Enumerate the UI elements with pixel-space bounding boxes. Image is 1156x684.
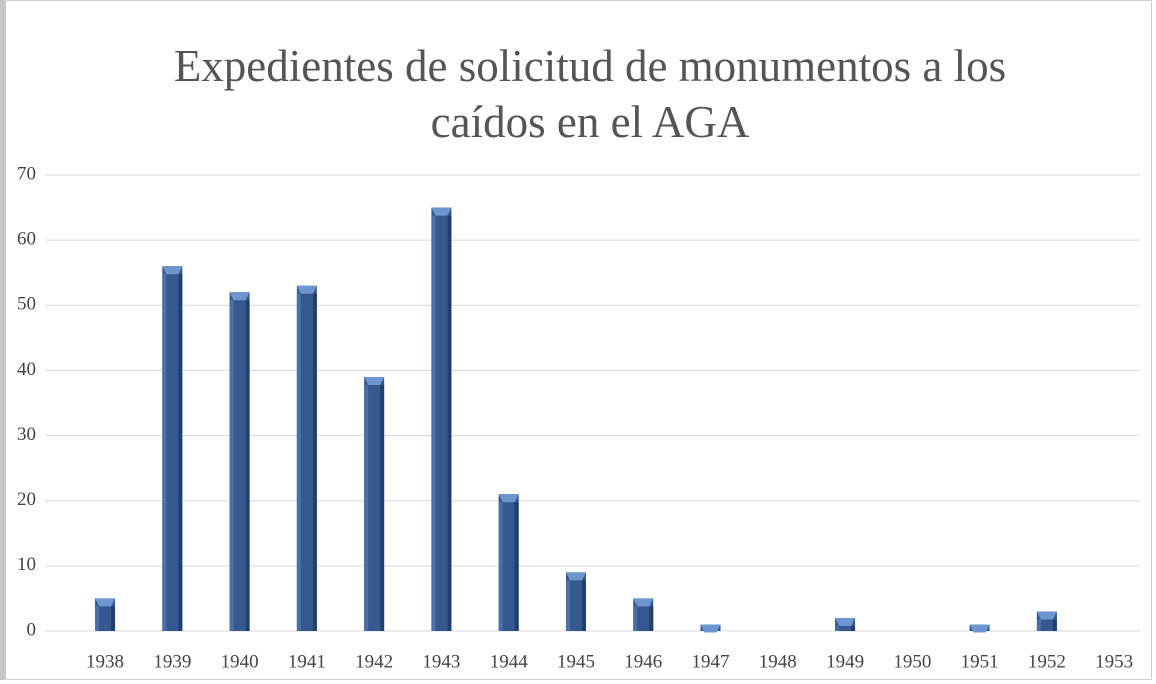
bar-bevel-left xyxy=(565,580,570,631)
x-tick-label: 1942 xyxy=(355,651,393,672)
x-tick-label: 1946 xyxy=(624,651,662,672)
bar-bevel-left xyxy=(162,274,167,631)
bar-bevel-left xyxy=(431,215,436,632)
bar-bevel-left xyxy=(498,502,503,631)
y-tick-label: 70 xyxy=(17,163,36,184)
x-tick-label: 1952 xyxy=(1028,651,1066,672)
bar-bevel-left xyxy=(229,300,234,631)
bar-bevel-top xyxy=(700,624,721,633)
x-tick-label: 1943 xyxy=(422,651,460,672)
bar-bevel-right xyxy=(245,300,250,631)
bar xyxy=(162,266,183,631)
x-tick-label: 1939 xyxy=(153,651,191,672)
bar-bevel-top xyxy=(969,624,990,633)
x-tick-label: 1951 xyxy=(961,651,999,672)
bar xyxy=(633,598,654,631)
x-tick-label: 1945 xyxy=(557,651,595,672)
bar xyxy=(229,292,250,631)
bar-bevel-right xyxy=(649,606,654,631)
x-tick-label: 1940 xyxy=(221,651,259,672)
bar-bevel-left xyxy=(1036,619,1041,631)
x-tick-label: 1947 xyxy=(692,651,730,672)
bar xyxy=(565,572,586,631)
bar-bevel-top xyxy=(296,285,317,294)
bar-bevel-top xyxy=(229,292,250,301)
bar-bevel-left xyxy=(633,606,638,631)
bar-bevel-right xyxy=(1052,619,1057,631)
bar-bevel-top xyxy=(364,376,385,385)
x-tick-label: 1949 xyxy=(826,651,864,672)
bar-bevel-right xyxy=(312,293,317,631)
bar-bevel-top xyxy=(633,598,654,607)
y-tick-label: 60 xyxy=(17,229,36,250)
bar-bevel-left xyxy=(95,606,100,631)
x-tick-label: 1948 xyxy=(759,651,797,672)
y-tick-label: 10 xyxy=(17,554,36,575)
bar-bevel-right xyxy=(380,384,385,631)
bar-bevel-right xyxy=(514,502,519,631)
bar xyxy=(364,376,385,631)
x-tick-label: 1944 xyxy=(490,651,529,672)
x-tick-label: 1938 xyxy=(86,651,124,672)
bar-bevel-top xyxy=(835,617,856,626)
bar-bevel-top xyxy=(498,494,519,503)
bar-bevel-right xyxy=(447,215,452,632)
bar-bevel-left xyxy=(364,384,369,631)
x-tick-label: 1953 xyxy=(1095,651,1133,672)
bar-bevel-left xyxy=(296,293,301,631)
bar xyxy=(296,285,317,631)
bar xyxy=(431,207,452,632)
bar-bevel-top xyxy=(565,572,586,581)
bar-bevel-top xyxy=(162,266,183,275)
bar-bevel-top xyxy=(1036,611,1057,620)
y-tick-label: 50 xyxy=(17,294,36,315)
bar-bevel-right xyxy=(581,580,586,631)
bar-bevel-right xyxy=(111,606,116,631)
x-tick-label: 1950 xyxy=(893,651,931,672)
bar-bevel-right xyxy=(178,274,183,631)
bar xyxy=(95,598,116,631)
bar xyxy=(498,494,519,631)
x-tick-label: 1941 xyxy=(288,651,326,672)
bar-bevel-top xyxy=(95,598,116,607)
bar-bevel-right xyxy=(851,625,856,631)
y-tick-label: 30 xyxy=(17,424,36,445)
bar-bevel-left xyxy=(835,625,840,631)
y-tick-label: 40 xyxy=(17,359,36,380)
chart-title: Expedientes de solicitud de monumentos a… xyxy=(173,41,1007,147)
bar-bevel-top xyxy=(431,207,452,216)
y-tick-label: 20 xyxy=(17,489,36,510)
y-tick-label: 0 xyxy=(27,619,37,640)
